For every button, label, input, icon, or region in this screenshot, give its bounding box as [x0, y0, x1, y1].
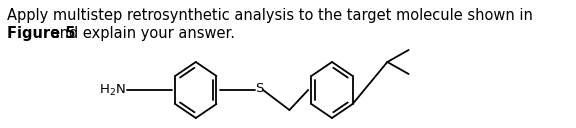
Text: and explain your answer.: and explain your answer.	[46, 26, 235, 41]
Text: Figure 5: Figure 5	[7, 26, 75, 41]
Text: Apply multistep retrosynthetic analysis to the target molecule shown in: Apply multistep retrosynthetic analysis …	[7, 8, 533, 23]
Text: S: S	[255, 82, 264, 94]
Text: H$_2$N: H$_2$N	[99, 82, 126, 98]
